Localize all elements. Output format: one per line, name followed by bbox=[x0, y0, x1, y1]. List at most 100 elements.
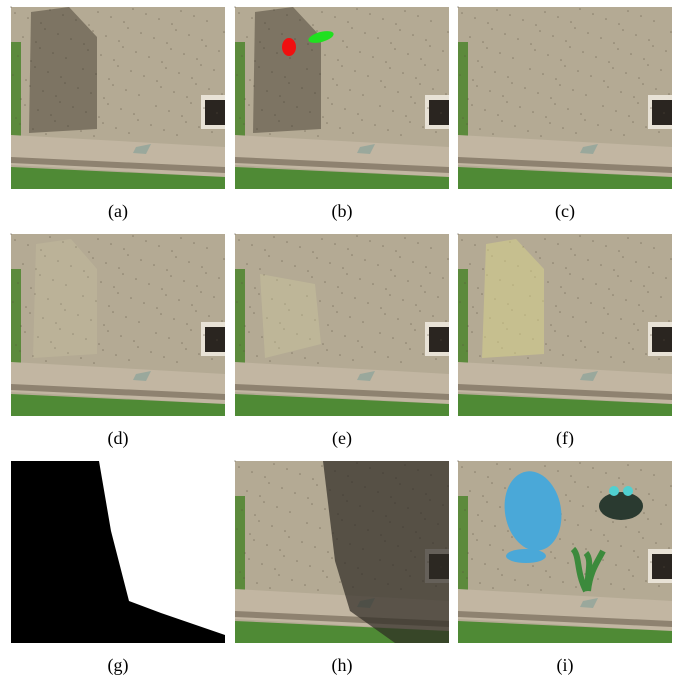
speckle bbox=[603, 307, 605, 309]
speckle bbox=[364, 259, 366, 261]
speckle bbox=[45, 360, 47, 362]
speckle bbox=[294, 492, 296, 494]
speckle bbox=[612, 294, 614, 296]
speckle bbox=[491, 482, 493, 484]
speckle bbox=[574, 254, 576, 256]
speckle bbox=[135, 51, 137, 53]
speckle bbox=[362, 94, 364, 96]
speckle bbox=[200, 64, 202, 66]
speckle bbox=[100, 281, 102, 283]
speckle bbox=[417, 15, 419, 17]
speckle bbox=[605, 245, 607, 247]
speckle bbox=[107, 103, 109, 105]
speckle bbox=[496, 9, 498, 11]
speckle bbox=[374, 124, 376, 126]
speckle bbox=[635, 261, 637, 263]
speckle bbox=[354, 297, 356, 299]
speckle bbox=[479, 582, 481, 584]
speckle bbox=[592, 13, 594, 15]
speckle bbox=[399, 256, 401, 258]
speckle bbox=[196, 58, 198, 60]
speckle bbox=[670, 485, 672, 487]
speckle bbox=[660, 69, 662, 71]
speckle bbox=[633, 323, 635, 325]
speckle bbox=[377, 264, 379, 266]
speckle bbox=[492, 133, 494, 135]
speckle bbox=[592, 467, 594, 469]
speckle bbox=[369, 240, 371, 242]
speckle bbox=[442, 277, 444, 279]
speckle bbox=[156, 307, 158, 309]
speckle bbox=[281, 260, 283, 262]
speckle bbox=[514, 125, 516, 127]
speckle bbox=[462, 571, 464, 573]
speckle bbox=[203, 107, 205, 109]
speckle bbox=[243, 350, 245, 352]
speckle bbox=[612, 521, 614, 523]
speckle bbox=[519, 106, 521, 108]
speckle bbox=[534, 49, 536, 51]
speckle bbox=[339, 127, 341, 129]
speckle bbox=[567, 108, 569, 110]
speckle bbox=[469, 263, 471, 265]
speckle bbox=[336, 84, 338, 86]
speckle bbox=[461, 12, 463, 14]
speckle bbox=[234, 233, 236, 235]
speckle bbox=[304, 584, 306, 586]
speckle bbox=[263, 501, 265, 503]
speckle bbox=[178, 299, 180, 301]
speckle bbox=[105, 262, 107, 264]
speckle bbox=[311, 503, 313, 505]
speckle bbox=[554, 103, 556, 105]
speckle bbox=[15, 117, 17, 119]
speckle bbox=[610, 583, 612, 585]
speckle bbox=[200, 291, 202, 293]
speckle bbox=[459, 528, 461, 530]
speckle bbox=[414, 329, 416, 331]
speckle bbox=[140, 259, 142, 261]
speckle bbox=[625, 72, 627, 74]
speckle bbox=[660, 523, 662, 525]
speckle bbox=[535, 251, 537, 253]
speckle bbox=[632, 575, 634, 577]
speckle bbox=[430, 20, 432, 22]
speckle bbox=[670, 258, 672, 260]
speckle bbox=[482, 268, 484, 270]
speckle bbox=[92, 257, 94, 259]
speckle bbox=[208, 88, 210, 90]
speckle bbox=[447, 258, 449, 260]
speckle bbox=[349, 316, 351, 318]
speckle bbox=[445, 93, 447, 95]
residue bbox=[260, 274, 321, 358]
speckle bbox=[567, 562, 569, 564]
speckle bbox=[575, 132, 577, 134]
speckle bbox=[420, 58, 422, 60]
speckle bbox=[595, 510, 597, 512]
speckle bbox=[352, 132, 354, 134]
speckle bbox=[155, 105, 157, 107]
speckle bbox=[499, 506, 501, 508]
speckle bbox=[511, 536, 513, 538]
speckle bbox=[497, 114, 499, 116]
speckle bbox=[585, 321, 587, 323]
speckle bbox=[527, 357, 529, 359]
speckle bbox=[474, 17, 476, 19]
speckle bbox=[655, 88, 657, 90]
speckle bbox=[191, 77, 193, 79]
speckle bbox=[244, 98, 246, 100]
speckle bbox=[482, 495, 484, 497]
speckle bbox=[623, 588, 625, 590]
speckle bbox=[211, 131, 213, 133]
speckle bbox=[577, 297, 579, 299]
speckle bbox=[186, 96, 188, 98]
speckle bbox=[429, 272, 431, 274]
speckle bbox=[474, 471, 476, 473]
speckle bbox=[602, 559, 604, 561]
speckle bbox=[544, 238, 546, 240]
speckle bbox=[342, 40, 344, 42]
speckle bbox=[552, 262, 554, 264]
speckle bbox=[171, 23, 173, 25]
speckle bbox=[357, 340, 359, 342]
speckle bbox=[432, 315, 434, 317]
panel-image bbox=[457, 460, 672, 643]
